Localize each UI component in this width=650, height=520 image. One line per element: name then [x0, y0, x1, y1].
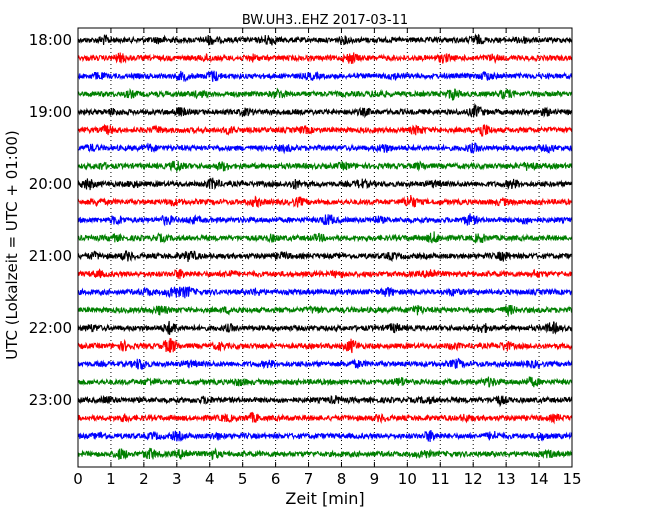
x-axis-label: Zeit [min] — [285, 489, 364, 508]
trace-line — [77, 87, 573, 101]
x-tick-label: 12 — [464, 470, 483, 488]
trace-line — [77, 268, 573, 280]
trace-line — [77, 177, 573, 191]
trace-line — [77, 123, 573, 137]
trace-line — [77, 411, 573, 425]
trace-line — [77, 447, 573, 461]
y-tick-label: 20:00 — [29, 175, 72, 193]
x-tick-label: 0 — [73, 470, 83, 488]
trace-line — [77, 375, 573, 388]
x-tick-label: 2 — [139, 470, 149, 488]
y-tick-label: 21:00 — [29, 247, 72, 265]
x-tick-label: 8 — [337, 470, 347, 488]
x-tick-label: 14 — [530, 470, 549, 488]
trace-line — [77, 231, 573, 244]
x-tick-label: 10 — [398, 470, 417, 488]
x-tick-label: 15 — [562, 470, 581, 488]
trace-line — [77, 102, 573, 119]
trace-line — [77, 142, 573, 155]
trace-line — [77, 194, 573, 208]
x-tick-label: 4 — [205, 470, 215, 488]
x-tick-label: 11 — [431, 470, 450, 488]
chart-title: BW.UH3..EHZ 2017-03-11 — [242, 13, 408, 28]
y-tick-label: 18:00 — [29, 31, 72, 49]
x-tick-label: 6 — [271, 470, 281, 488]
y-tick-label: 22:00 — [29, 319, 72, 337]
x-tick-label: 13 — [497, 470, 516, 488]
x-tick-label: 7 — [304, 470, 314, 488]
trace-line — [77, 250, 573, 263]
x-tick-label: 5 — [238, 470, 248, 488]
trace-series — [77, 33, 573, 461]
trace-line — [77, 304, 573, 318]
trace-line — [77, 429, 573, 443]
trace-line — [77, 160, 573, 172]
trace-line — [77, 52, 573, 65]
y-tick-label: 23:00 — [29, 391, 72, 409]
trace-line — [77, 33, 573, 46]
trace-line — [77, 286, 573, 299]
x-tick-label: 3 — [172, 470, 182, 488]
y-axis: 18:00 19:00 20:00 21:00 22:00 23:00 — [29, 31, 572, 409]
x-tick-label: 1 — [106, 470, 116, 488]
trace-line — [77, 213, 573, 227]
trace-line — [77, 357, 573, 371]
x-axis: 0 1 2 3 4 5 6 7 8 9 10 11 12 13 14 15 — [73, 28, 582, 488]
trace-line — [77, 320, 573, 335]
x-tick-label: 9 — [370, 470, 380, 488]
trace-line — [77, 70, 573, 83]
y-tick-label: 19:00 — [29, 103, 72, 121]
y-axis-label: UTC (Lokalzeit = UTC + 01:00) — [3, 130, 21, 360]
trace-line — [77, 394, 573, 408]
trace-line — [77, 338, 573, 354]
plot-frame — [77, 27, 573, 468]
